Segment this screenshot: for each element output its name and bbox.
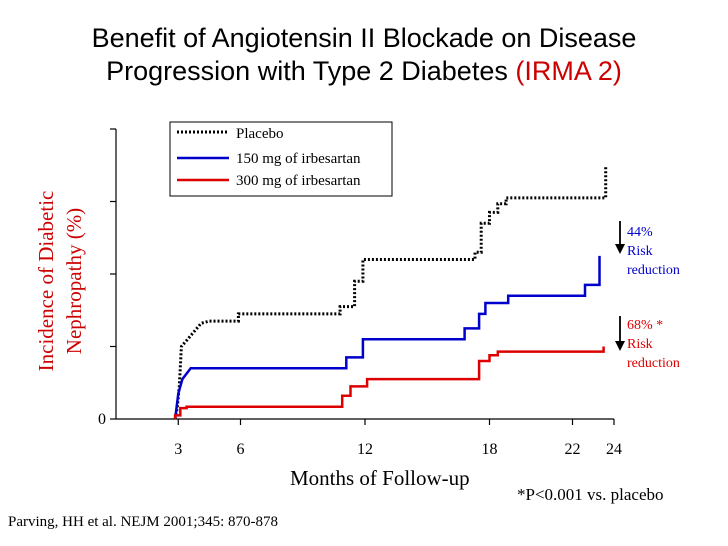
x-tick-label-18: 18 [482,441,498,458]
annotation-blue-line2: Risk [627,244,653,259]
annotation-blue-line3: reduction [627,263,680,278]
chart-title: Benefit of Angiotensin II Blockade on Di… [0,22,728,88]
series-group [173,165,608,420]
chart-title-line2: Progression with Type 2 Diabetes (IRMA 2… [0,55,728,88]
series-line-0 [173,165,608,420]
legend-label-150mg: 150 mg of irbesartan [236,151,361,167]
annotation-red-line1: 68% * [627,318,663,333]
annotation-blue: 44% Risk reduction [615,221,680,278]
legend-label-placebo: Placebo [236,126,283,142]
x-tick-label-3: 3 [174,441,182,458]
annotation-red: 68% * Risk reduction [615,316,680,371]
x-tick-label-6: 6 [237,441,245,458]
chart-title-line2-main: Progression with Type 2 Diabetes [106,56,516,86]
x-tick-label-12: 12 [357,441,373,458]
legend: Placebo 150 mg of irbesartan 300 mg of i… [169,121,393,197]
footnote: *P<0.001 vs. placebo [517,485,664,504]
x-ticks: 3 6 12 18 22 24 [174,419,622,458]
annotation-red-line3: reduction [627,356,680,371]
series-line-1 [173,255,601,420]
x-tick-label-22: 22 [565,441,581,458]
chart-title-line1: Benefit of Angiotensin II Blockade on Di… [91,23,637,53]
legend-label-300mg: 300 mg of irbesartan [236,173,361,189]
arrow-blue-head [615,244,625,254]
x-tick-label-24: 24 [606,441,622,458]
series-line-2 [173,346,605,419]
y-ticks: 0 [98,128,116,428]
arrow-red-head [615,341,625,351]
y-axis-label-line2: Nephropathy (%) [62,208,86,354]
citation: Parving, HH et al. NEJM 2001;345: 870-87… [8,514,278,530]
annotation-blue-line1: 44% [627,225,653,240]
x-axis-label: Months of Follow-up [290,466,470,490]
chart-title-highlight: (IRMA 2) [515,56,622,86]
annotation-red-line2: Risk [627,337,653,352]
y-axis-label-line1: Incidence of Diabetic [34,191,58,372]
y-tick-label-0: 0 [98,411,106,428]
